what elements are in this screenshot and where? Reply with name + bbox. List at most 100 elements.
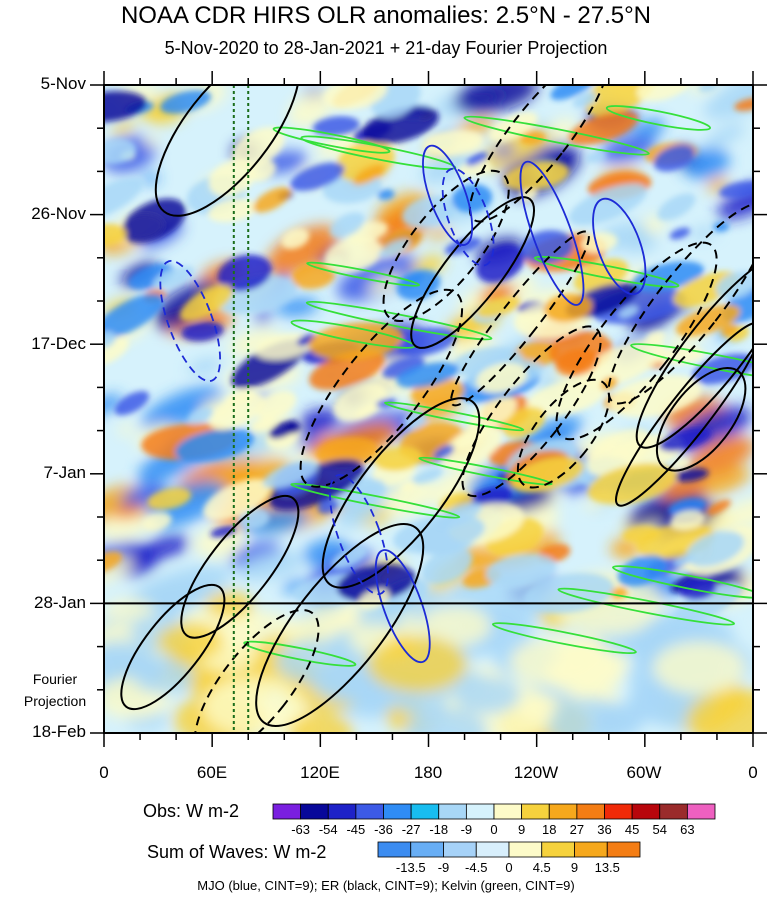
olr-anomaly-patch <box>296 434 318 448</box>
kelvin-contour <box>384 401 525 432</box>
kelvin-contour <box>533 255 680 288</box>
olr-anomaly-patch <box>288 90 334 128</box>
olr-anomaly-patch <box>255 390 297 420</box>
olr-anomaly-patch <box>572 92 597 108</box>
olr-anomaly-patch <box>152 265 195 290</box>
olr-anomaly-patch <box>585 151 606 163</box>
olr-anomaly-patch <box>265 225 339 277</box>
olr-anomaly-patch <box>378 239 411 259</box>
olr-anomaly-patch <box>669 510 706 530</box>
olr-anomaly-patch <box>659 427 712 452</box>
obs-colorbar-swatch <box>438 803 467 820</box>
olr-anomaly-patch <box>329 212 365 238</box>
olr-anomaly-patch <box>622 525 660 544</box>
x-tick-label: 60E <box>196 763 228 782</box>
olr-anomaly-patch <box>568 183 647 226</box>
olr-anomaly-patch <box>618 306 639 318</box>
obs-colorbar-label: -9 <box>460 822 473 837</box>
obs-colorbar-label: -18 <box>429 822 449 837</box>
obs-colorbar-swatch <box>493 803 523 820</box>
projection-anomaly-patch <box>653 641 746 694</box>
waves-colorbar-swatch <box>574 841 608 858</box>
olr-anomaly-patch <box>104 138 137 165</box>
olr-anomaly-patch <box>486 553 557 587</box>
olr-anomaly-patch <box>717 180 753 220</box>
olr-anomaly-patch <box>688 435 753 476</box>
olr-anomaly-patch <box>688 226 719 240</box>
olr-anomaly-patch <box>492 145 516 158</box>
olr-anomaly-patch <box>188 407 213 425</box>
er-contour <box>410 196 536 349</box>
olr-anomaly-patch <box>290 162 345 191</box>
olr-anomaly-patch <box>262 460 318 489</box>
olr-anomaly-patch <box>284 422 301 434</box>
olr-anomaly-patch <box>208 198 258 223</box>
olr-anomaly-patch <box>193 526 244 559</box>
er-contour <box>321 397 481 589</box>
olr-anomaly-patch <box>401 482 417 493</box>
waves-colorbar-swatch <box>443 841 477 858</box>
y-tick-label: 7-Jan <box>43 463 86 482</box>
waves-colorbar-label: 13.5 <box>594 860 620 875</box>
olr-anomaly-patch <box>401 195 455 228</box>
y-tick-label: 5-Nov <box>40 74 86 93</box>
olr-anomaly-patch <box>317 499 339 514</box>
waves-colorbar-swatch <box>508 841 543 858</box>
er-contour <box>120 583 226 711</box>
er-contour <box>615 321 753 507</box>
olr-anomaly-patch <box>141 512 172 532</box>
kelvin-contour <box>305 300 493 341</box>
obs-colorbar-label: -45 <box>346 822 366 837</box>
er-contour <box>655 366 747 472</box>
olr-anomaly-patch <box>104 556 134 585</box>
olr-anomaly-patch <box>315 436 379 468</box>
y-tick-label: 28-Jan <box>34 593 86 612</box>
olr-anomaly-patch <box>568 111 639 145</box>
olr-anomaly-patch <box>704 85 753 120</box>
y-tick-label: 26-Nov <box>31 204 86 223</box>
olr-anomaly-patch <box>454 85 538 114</box>
olr-anomaly-patch <box>104 293 164 339</box>
er-contour <box>255 522 425 727</box>
er-contour <box>555 241 718 441</box>
olr-anomaly-patch <box>581 232 618 253</box>
olr-anomaly-patch <box>657 193 696 221</box>
olr-anomaly-patch <box>281 228 310 250</box>
olr-anomaly-patch <box>255 311 271 325</box>
obs-colorbar-label: 36 <box>597 822 612 837</box>
kelvin-contour <box>306 261 420 287</box>
olr-anomaly-patch <box>181 321 224 342</box>
x-tick-label: 0 <box>748 763 758 782</box>
olr-anomaly-patch <box>377 189 395 200</box>
olr-anomaly-patch <box>609 375 702 418</box>
olr-anomaly-patch <box>104 394 123 416</box>
mjo-contour <box>159 259 221 382</box>
olr-anomaly-patch <box>476 362 528 394</box>
kelvin-contour <box>605 105 712 131</box>
projection-anomaly-patch <box>454 676 521 714</box>
mjo-contour <box>441 167 495 267</box>
mjo-contour <box>592 197 647 295</box>
olr-anomaly-patch <box>209 393 265 431</box>
x-tick-label: 60W <box>626 763 662 782</box>
projection-anomaly-patch <box>288 712 354 733</box>
olr-anomaly-patch <box>141 535 190 560</box>
kelvin-contour <box>491 622 637 655</box>
olr-anomaly-patch <box>104 91 147 122</box>
olr-anomaly-patch <box>217 254 272 292</box>
obs-colorbar-swatch <box>272 803 302 820</box>
olr-anomaly-patch <box>112 504 146 520</box>
waves-colorbar-label: 0 <box>505 860 513 875</box>
x-tick-label: 0 <box>99 763 109 782</box>
fourier-label-line1: Fourier <box>32 671 78 687</box>
waves-colorbar-swatch <box>475 841 510 858</box>
mjo-contour <box>422 144 474 246</box>
mjo-contour <box>329 473 389 596</box>
projection-anomaly-patch <box>592 702 647 733</box>
obs-colorbar-swatch <box>631 803 661 820</box>
er-contour <box>180 494 300 639</box>
legend-footnote: MJO (blue, CINT=9); ER (black, CINT=9); … <box>197 878 575 893</box>
obs-colorbar-swatch <box>604 803 633 820</box>
olr-anomaly-patch <box>147 487 192 510</box>
obs-colorbar-label: -27 <box>401 822 421 837</box>
